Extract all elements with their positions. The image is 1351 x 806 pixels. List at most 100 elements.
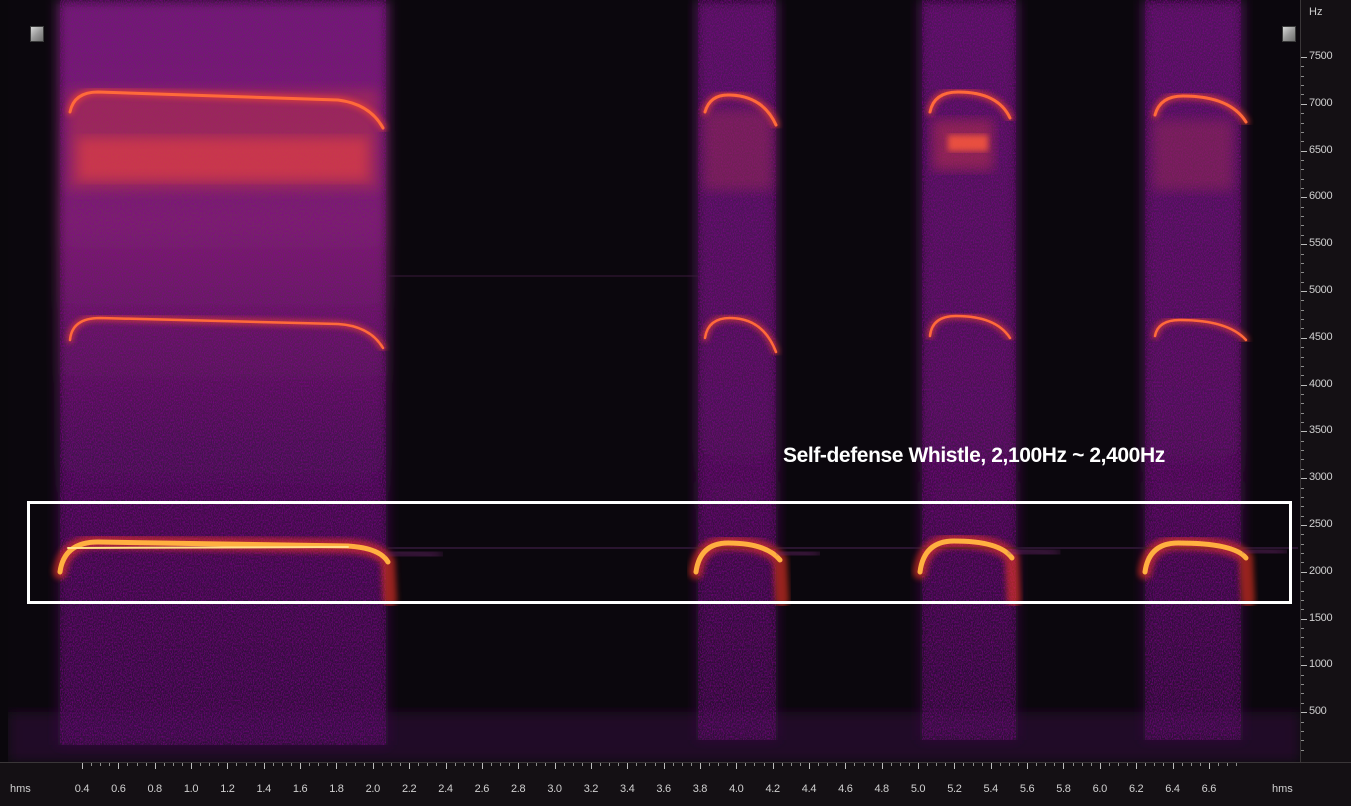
time-tick-label: 1.0 <box>183 783 199 795</box>
time-tick-label: 3.8 <box>692 783 708 795</box>
time-tick <box>227 763 229 769</box>
time-axis: hms hms 0.4 0.6 0.8 1.0 1.2 1.4 1.6 1.8 2.0 2.2 2.… <box>0 762 1351 806</box>
time-minor-tick <box>500 763 502 766</box>
time-minor-tick <box>1081 763 1083 766</box>
time-minor-tick <box>427 763 429 766</box>
frequency-minor-tick <box>1301 66 1304 68</box>
frequency-tick <box>1301 571 1307 573</box>
time-minor-tick <box>354 763 356 766</box>
call-column-3 <box>920 0 1018 740</box>
time-tick <box>118 763 120 769</box>
time-unit-label-right: hms <box>1272 783 1293 795</box>
time-minor-tick <box>327 763 329 766</box>
frequency-minor-tick <box>1301 375 1304 377</box>
time-minor-tick <box>345 763 347 766</box>
frequency-minor-tick <box>1301 627 1304 629</box>
time-minor-tick <box>754 763 756 766</box>
time-unit-label-left: hms <box>10 783 31 795</box>
frequency-minor-tick <box>1301 169 1304 171</box>
frequency-minor-tick <box>1301 581 1304 583</box>
time-tick-label: 5.0 <box>910 783 926 795</box>
frequency-minor-tick <box>1301 113 1304 115</box>
frequency-tick-label: 5000 <box>1309 284 1333 296</box>
time-tick <box>954 763 956 769</box>
frequency-minor-tick <box>1301 515 1304 517</box>
frequency-minor-tick <box>1301 646 1304 648</box>
frequency-highlight-box <box>27 501 1292 604</box>
time-minor-tick <box>181 763 183 766</box>
time-minor-tick <box>245 763 247 766</box>
frequency-tick-label: 3000 <box>1309 471 1333 484</box>
frequency-tick <box>1301 103 1307 105</box>
frequency-minor-tick <box>1301 468 1304 470</box>
time-minor-tick <box>654 763 656 766</box>
frequency-tick-label: 1000 <box>1309 658 1333 671</box>
time-minor-tick <box>1054 763 1056 766</box>
frequency-tick <box>1301 478 1307 480</box>
time-minor-tick <box>972 763 974 766</box>
time-tick <box>1063 763 1065 769</box>
time-tick <box>481 763 483 769</box>
time-minor-tick <box>827 763 829 766</box>
time-tick-label: 5.2 <box>947 783 962 795</box>
time-minor-tick <box>790 763 792 766</box>
time-minor-tick <box>836 763 838 766</box>
frequency-minor-tick <box>1301 281 1304 283</box>
time-minor-tick <box>927 763 929 766</box>
time-tick <box>154 763 156 769</box>
frequency-minor-tick <box>1301 225 1304 227</box>
time-minor-tick <box>454 763 456 766</box>
harmonic-4700hz <box>67 312 1249 355</box>
frequency-tick-label: 7000 <box>1309 96 1333 109</box>
frequency-minor-tick <box>1301 599 1304 601</box>
time-minor-tick <box>572 763 574 766</box>
time-tick <box>590 763 592 769</box>
frequency-minor-tick <box>1301 749 1304 751</box>
frequency-minor-tick <box>1301 159 1304 161</box>
spectrogram-canvas[interactable] <box>8 0 1300 762</box>
time-tick-label: 1.6 <box>292 783 308 795</box>
time-minor-tick <box>363 763 365 766</box>
time-minor-tick <box>818 763 820 766</box>
frequency-tick <box>1301 197 1307 199</box>
frequency-minor-tick <box>1301 553 1304 555</box>
time-minor-tick <box>536 763 538 766</box>
frequency-tick <box>1301 525 1307 526</box>
time-minor-tick <box>1145 763 1147 766</box>
time-tick <box>663 763 665 769</box>
frequency-minor-tick <box>1301 141 1304 143</box>
time-minor-tick <box>999 763 1001 766</box>
frequency-minor-tick <box>1301 609 1304 611</box>
time-tick-label: 2.2 <box>401 783 417 795</box>
fundamental-2300hz <box>53 533 1288 607</box>
annotation-label: Self-defense Whistle, 2,100Hz ~ 2,400Hz <box>783 444 1165 467</box>
frequency-minor-tick <box>1301 674 1304 676</box>
time-minor-tick <box>672 763 674 766</box>
time-minor-tick <box>209 763 211 766</box>
time-tick <box>409 763 411 769</box>
frequency-tick <box>1301 291 1307 292</box>
time-minor-tick <box>763 763 765 766</box>
time-tick-label: 2.6 <box>474 783 490 795</box>
time-minor-tick <box>681 763 683 766</box>
time-minor-tick <box>690 763 692 766</box>
time-minor-tick <box>563 763 565 766</box>
time-tick <box>1136 763 1138 769</box>
time-tick <box>336 763 338 769</box>
scroll-left-button[interactable] <box>30 26 44 42</box>
time-tick <box>518 763 520 769</box>
time-tick-label: 2.8 <box>510 783 526 795</box>
time-minor-tick <box>145 763 147 766</box>
time-tick <box>845 763 847 769</box>
frequency-minor-tick <box>1301 403 1304 405</box>
time-minor-tick <box>318 763 320 766</box>
time-tick <box>300 763 302 769</box>
time-minor-tick <box>272 763 274 766</box>
time-tick-label: 3.6 <box>656 783 671 795</box>
frequency-minor-tick <box>1301 253 1304 255</box>
frequency-minor-tick <box>1301 684 1304 686</box>
time-tick <box>263 763 265 769</box>
time-minor-tick <box>1036 763 1038 766</box>
time-minor-tick <box>1154 763 1156 766</box>
scroll-right-button[interactable] <box>1282 26 1296 42</box>
